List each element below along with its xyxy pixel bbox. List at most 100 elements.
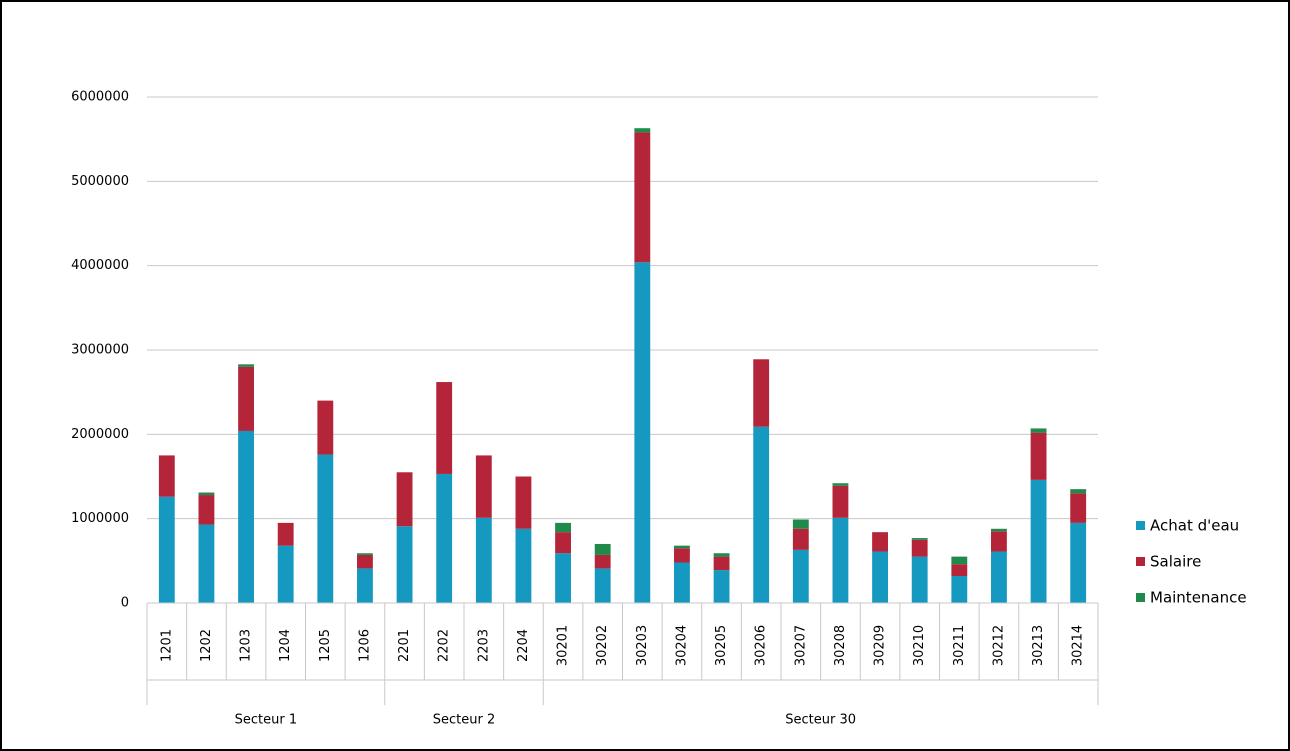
- y-tick-label: 4000000: [71, 258, 129, 273]
- x-tick-label: 30202: [595, 625, 610, 666]
- legend-label: Achat d'eau: [1150, 517, 1239, 535]
- bar-segment: [158, 455, 175, 497]
- bar-segment: [674, 562, 690, 603]
- bar-segment: [674, 545, 690, 549]
- x-tick-label: 30205: [714, 625, 729, 666]
- bar-segment: [832, 485, 849, 518]
- bar-segment: [1070, 489, 1087, 494]
- bar-segment: [674, 548, 690, 563]
- bar-segment: [198, 495, 215, 525]
- x-tick-label: 30213: [1031, 625, 1046, 666]
- legend-label: Maintenance: [1150, 589, 1247, 607]
- bar-segment: [951, 576, 968, 603]
- group-label: Secteur 2: [433, 713, 495, 728]
- bar-segment: [515, 528, 532, 603]
- x-tick-label: 30212: [991, 625, 1006, 666]
- bar-segment: [1030, 479, 1047, 603]
- bar-segment: [634, 128, 651, 133]
- bar-segment: [475, 455, 492, 518]
- x-tick-label: 30206: [754, 625, 769, 666]
- bar-segment: [872, 532, 888, 552]
- bar-segment: [357, 553, 373, 555]
- bar-segment: [832, 517, 849, 603]
- bar-segment: [951, 564, 968, 577]
- bar-segment: [396, 526, 413, 603]
- bar-segment: [238, 366, 254, 431]
- x-tick-label: 30210: [912, 625, 927, 666]
- group-label: Secteur 30: [785, 713, 856, 728]
- x-tick-label: 1203: [239, 629, 254, 662]
- bar-segment: [911, 539, 928, 557]
- legend-swatch: [1136, 557, 1145, 566]
- x-tick-label: 1204: [278, 629, 293, 662]
- bar-segment: [594, 543, 611, 555]
- bar-segment: [634, 262, 651, 603]
- bar-segment: [317, 400, 334, 455]
- x-tick-label: 30209: [873, 625, 888, 666]
- bar-segment: [713, 570, 730, 603]
- legend-label: Salaire: [1150, 553, 1201, 571]
- bar-segment: [357, 568, 373, 603]
- x-tick-label: 30208: [833, 625, 848, 666]
- y-tick-label: 2000000: [71, 427, 129, 442]
- x-tick-label: 30203: [635, 625, 650, 666]
- x-tick-label: 30201: [556, 625, 571, 666]
- bar-segment: [277, 545, 294, 603]
- bar-segment: [238, 430, 254, 603]
- bar-segment: [792, 549, 809, 603]
- bar-segment: [436, 382, 453, 474]
- bar-segment: [634, 132, 651, 263]
- bar-segment: [792, 519, 809, 529]
- bar-segment: [317, 454, 334, 603]
- bar-segment: [991, 528, 1007, 532]
- legend-swatch: [1136, 593, 1145, 602]
- bar-segment: [1030, 428, 1047, 433]
- bar-segment: [991, 551, 1007, 603]
- x-tick-label: 1206: [357, 629, 372, 662]
- x-tick-label: 1201: [159, 629, 174, 662]
- bar-segment: [753, 426, 770, 603]
- x-tick-label: 2203: [476, 629, 491, 662]
- bar-segment: [158, 496, 175, 603]
- x-tick-label: 30211: [952, 625, 967, 666]
- bar-segment: [911, 538, 928, 540]
- bar-segment: [555, 522, 571, 533]
- x-tick-label: 30214: [1071, 625, 1086, 666]
- bar-segment: [753, 359, 770, 427]
- x-tick-label: 2202: [437, 629, 452, 662]
- bar-segment: [555, 553, 571, 603]
- y-tick-label: 6000000: [71, 90, 129, 105]
- bar-segment: [396, 472, 413, 527]
- bar-segment: [1070, 493, 1087, 523]
- legend-swatch: [1136, 521, 1145, 530]
- bar-segment: [475, 517, 492, 603]
- y-tick-label: 0: [121, 596, 129, 611]
- bar-segment: [911, 556, 928, 603]
- x-tick-label: 1205: [318, 629, 333, 662]
- bar-segment: [1070, 522, 1087, 603]
- x-tick-label: 30204: [674, 625, 689, 666]
- bar-segment: [198, 492, 215, 496]
- bar-segment: [594, 554, 611, 569]
- bar-segment: [713, 553, 730, 557]
- bar-segment: [238, 364, 254, 367]
- bar-segment: [872, 551, 888, 603]
- x-tick-label: 1202: [199, 629, 214, 662]
- y-tick-label: 1000000: [71, 511, 129, 526]
- x-tick-label: 2204: [516, 629, 531, 662]
- group-label: Secteur 1: [235, 713, 297, 728]
- bar-segment: [436, 473, 453, 603]
- y-tick-label: 3000000: [71, 343, 129, 358]
- x-tick-label: 2201: [397, 629, 412, 662]
- bar-segment: [951, 556, 968, 565]
- bar-segment: [1030, 432, 1047, 480]
- bar-segment: [792, 528, 809, 550]
- y-tick-label: 5000000: [71, 174, 129, 189]
- bar-segment: [713, 556, 730, 571]
- bar-segment: [357, 554, 373, 569]
- x-tick-label: 30207: [793, 625, 808, 666]
- bar-segment: [991, 531, 1007, 552]
- bar-segment: [277, 522, 294, 546]
